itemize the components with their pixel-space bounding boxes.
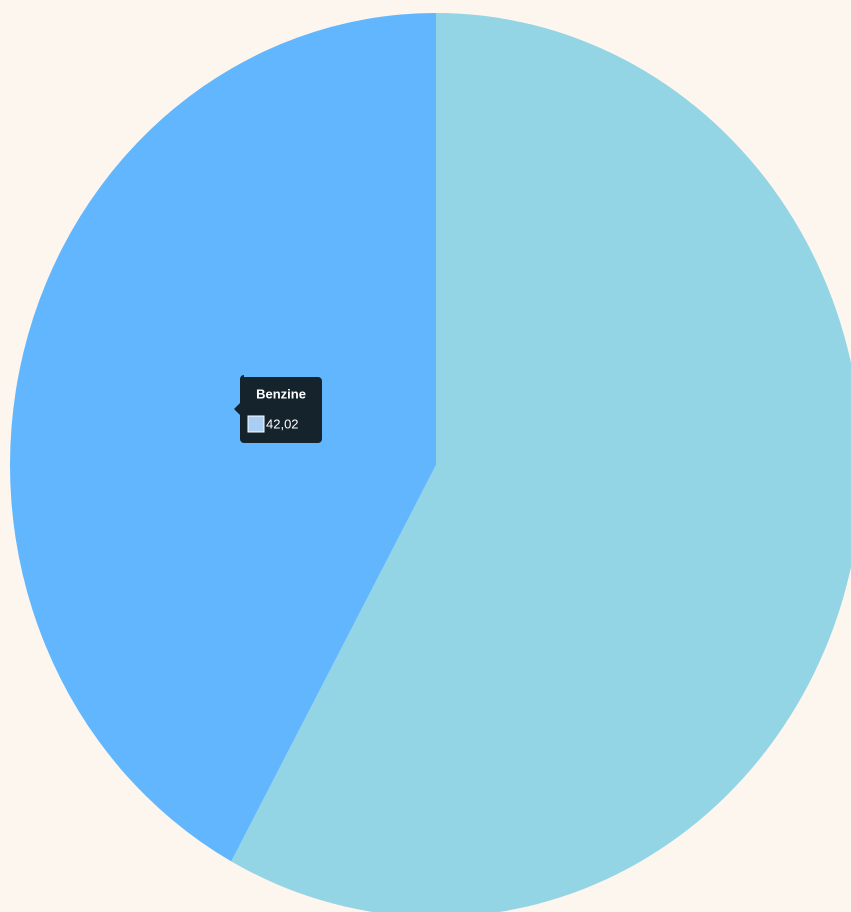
pie-slice [231,13,851,912]
tooltip-value: 42,02 [266,416,299,431]
tooltip-swatch [247,415,265,433]
tooltip: Benzine 42,02 [234,375,322,443]
tooltip-box [234,375,322,443]
pie [9,13,851,912]
tooltip-title: Benzine [256,386,306,401]
pie-slice [9,13,437,862]
